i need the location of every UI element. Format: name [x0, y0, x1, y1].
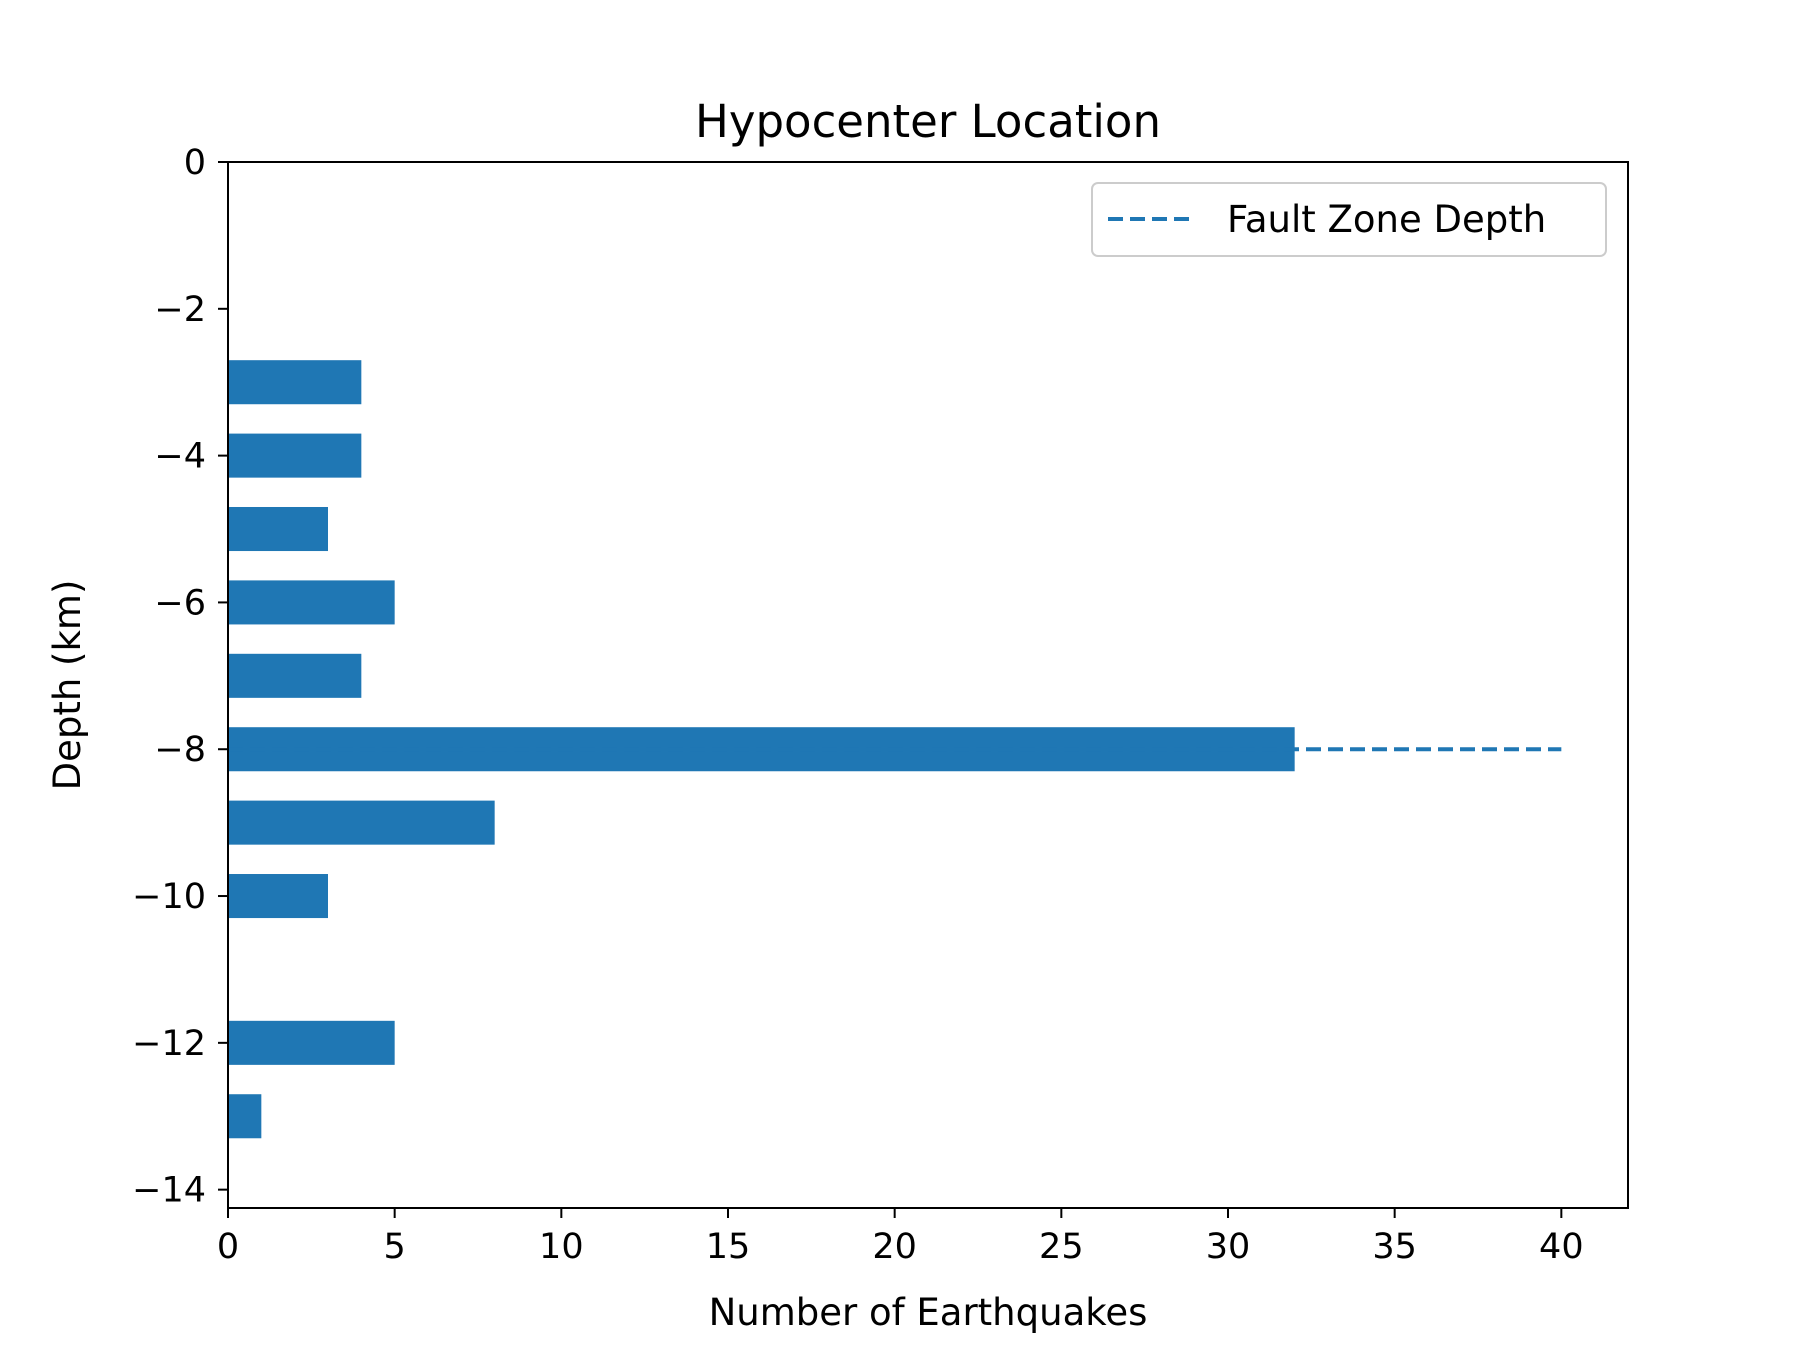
- y-tick-label: 0: [184, 143, 206, 183]
- x-tick-label: 30: [1206, 1227, 1251, 1267]
- y-axis-ticks: 0 −2 −4 −6 −8 −10 −12 −14: [132, 143, 228, 1211]
- x-axis-label: Number of Earthquakes: [709, 1291, 1148, 1334]
- y-tick-label: −2: [154, 290, 206, 330]
- y-axis-label: Depth (km): [46, 580, 89, 791]
- y-tick-label: −4: [154, 437, 206, 477]
- y-tick-label: −8: [154, 730, 206, 770]
- x-tick-label: 40: [1539, 1227, 1584, 1267]
- bar-depth-m6: [228, 580, 395, 625]
- bar-depth-m13: [228, 1094, 262, 1139]
- x-tick-label: 10: [539, 1227, 584, 1267]
- x-tick-label: 15: [706, 1227, 751, 1267]
- bar-depth-m4: [228, 433, 362, 478]
- legend-box: [1091, 182, 1607, 257]
- x-tick-label: 20: [872, 1227, 917, 1267]
- legend: Fault Zone Depth: [1091, 182, 1607, 257]
- legend-label-fault-zone: Fault Zone Depth: [1227, 198, 1546, 241]
- bar-depth-m3: [228, 360, 362, 405]
- bar-depth-m9: [228, 800, 495, 845]
- bar-depth-m7: [228, 653, 362, 698]
- x-axis-ticks: 0 5 10 15 20 25 30 35 40: [217, 1208, 1584, 1267]
- plot-frame: [227, 161, 1629, 1209]
- x-tick-label: 0: [217, 1227, 239, 1267]
- y-tick-label: −6: [154, 583, 206, 623]
- y-tick-label: −12: [132, 1024, 206, 1064]
- x-tick-label: 35: [1372, 1227, 1417, 1267]
- chart-title: Hypocenter Location: [695, 95, 1161, 148]
- y-tick-label: −14: [132, 1171, 206, 1211]
- x-tick-label: 25: [1039, 1227, 1084, 1267]
- x-tick-label: 5: [384, 1227, 406, 1267]
- bar-depth-m5: [228, 506, 328, 552]
- bar-depth-m10: [228, 874, 328, 919]
- y-tick-label: −10: [132, 877, 206, 917]
- bar-depth-m12: [228, 1020, 395, 1065]
